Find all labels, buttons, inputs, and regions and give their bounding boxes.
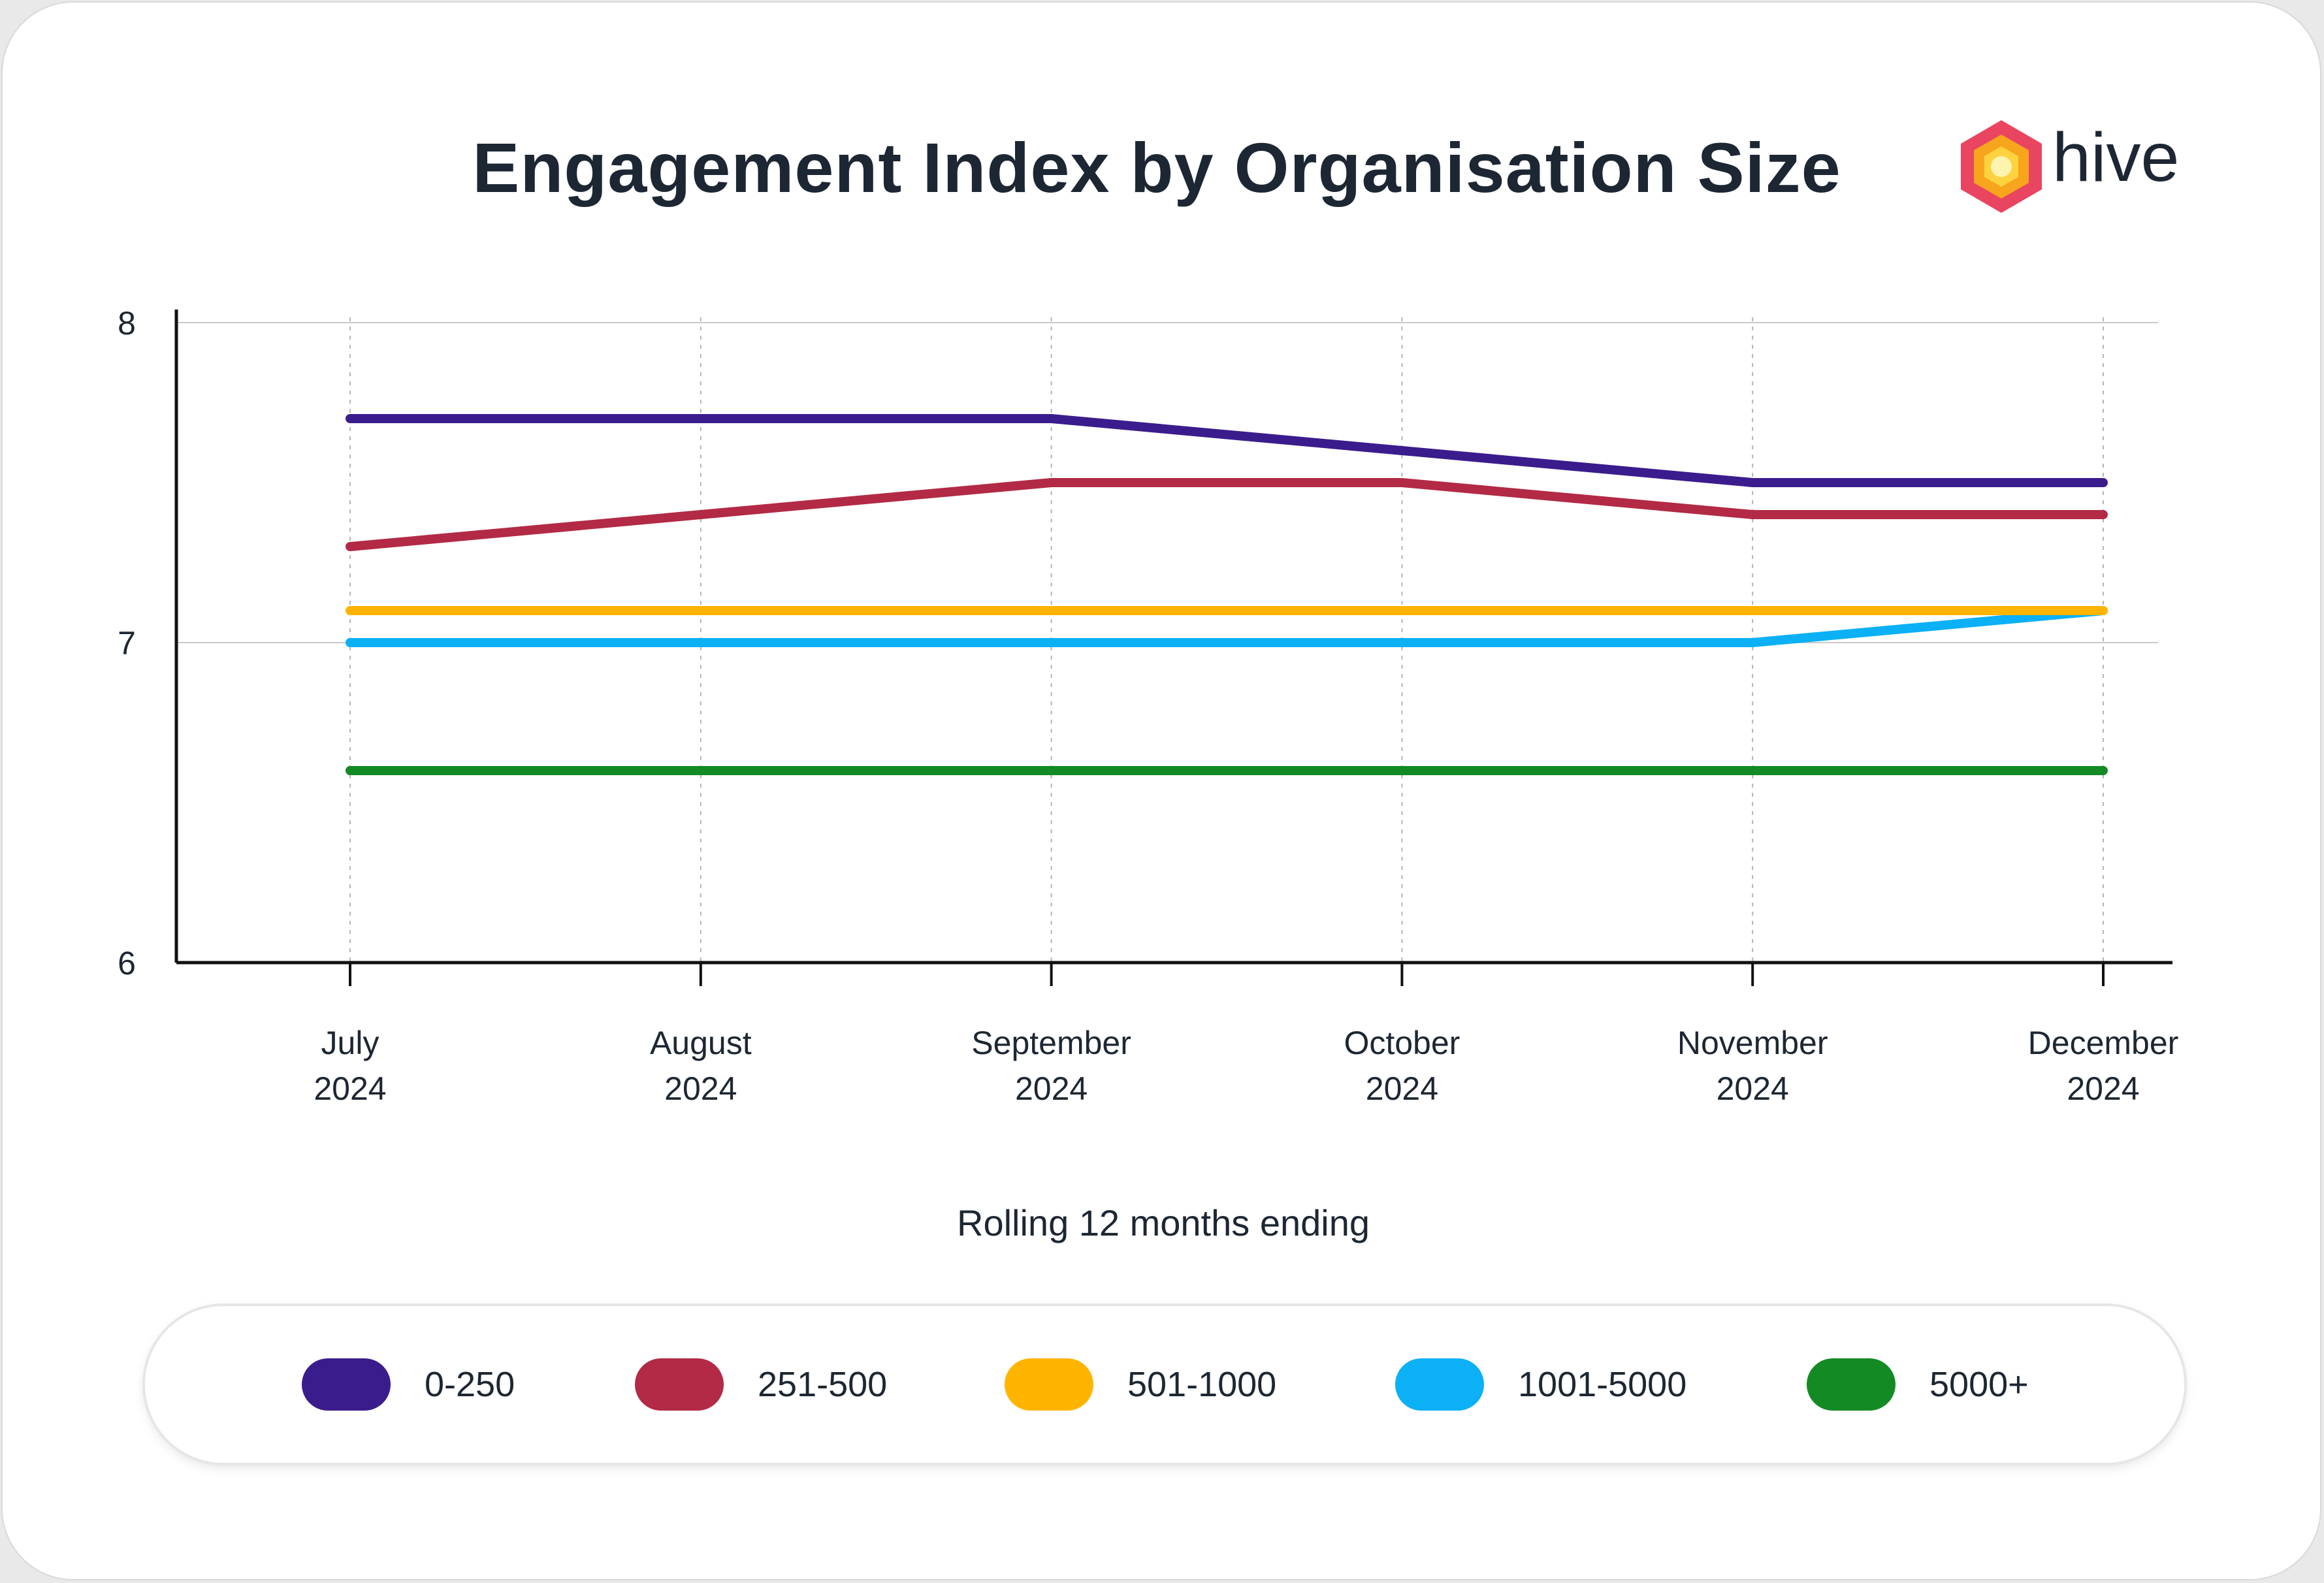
x-tick-label-month: July — [321, 1025, 379, 1061]
x-tick-label-year: 2024 — [1366, 1070, 1438, 1107]
legend: 0-250 251-500 501-1000 1001-5000 5000+ — [145, 1306, 2184, 1463]
y-tick-label: 7 — [118, 625, 136, 662]
line-chart: 6 7 8 July 2024 August 2024 September 2024 Octobe… — [118, 305, 2179, 1243]
legend-swatch — [1395, 1358, 1484, 1411]
legend-swatch — [302, 1358, 391, 1411]
x-tick-label-year: 2024 — [1015, 1070, 1088, 1107]
y-tick-label: 8 — [118, 305, 136, 342]
x-tick-label-month: October — [1344, 1025, 1460, 1061]
legend-swatch — [635, 1358, 724, 1411]
legend-item: 0-250 — [302, 1306, 515, 1463]
x-tick-label-year: 2024 — [1717, 1070, 1789, 1107]
legend-item: 251-500 — [635, 1306, 887, 1463]
x-tick-label-year: 2024 — [664, 1070, 737, 1107]
x-tick-label-year: 2024 — [314, 1070, 386, 1107]
chart-title: Engagement Index by Organisation Size — [472, 128, 1841, 207]
x-tick-label-year: 2024 — [2067, 1070, 2139, 1107]
x-tick-label-month: August — [650, 1025, 752, 1061]
legend-label: 0-250 — [425, 1365, 515, 1404]
legend-label: 251-500 — [758, 1365, 888, 1404]
brand-logo: hive — [1956, 118, 2191, 222]
brand-name: hive — [2052, 119, 2180, 196]
x-tick-label-month: September — [971, 1025, 1131, 1061]
hexagon-logo-icon — [1961, 120, 2042, 213]
series-line-1001-5000 — [346, 606, 2108, 647]
series-line-0-250 — [346, 414, 2108, 487]
x-axis-title: Rolling 12 months ending — [957, 1202, 1370, 1243]
x-tick-label-month: November — [1677, 1025, 1828, 1061]
y-tick-label: 6 — [118, 945, 136, 982]
legend-swatch — [1807, 1358, 1896, 1411]
legend-item: 501-1000 — [1005, 1306, 1276, 1463]
series-line-251-500 — [346, 478, 2108, 551]
legend-item: 5000+ — [1807, 1306, 2029, 1463]
legend-label: 501-1000 — [1127, 1365, 1277, 1404]
legend-label: 5000+ — [1929, 1365, 2029, 1404]
legend-item: 1001-5000 — [1395, 1306, 1687, 1463]
legend-label: 1001-5000 — [1518, 1365, 1687, 1404]
x-tick-label-month: December — [2028, 1025, 2179, 1061]
legend-swatch — [1005, 1358, 1093, 1411]
